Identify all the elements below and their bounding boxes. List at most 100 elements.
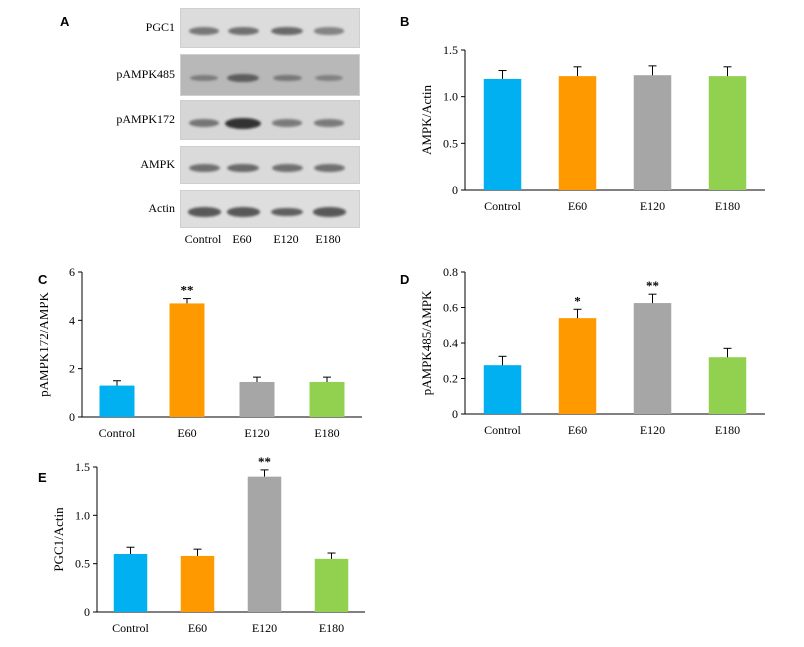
blot-band [270,207,304,217]
chart-b: 0 0.5 1.0 1.5 AMPK/Actin Control E60 E120 E180 [419,43,765,213]
blot-strip-actin [180,190,360,228]
bar [708,357,747,414]
y-tick-label: 0.8 [443,265,458,279]
y-tick-label: 4 [69,313,75,327]
y-axis-label: PGC1/Actin [51,507,66,572]
bar [239,381,275,417]
bar [558,318,597,414]
y-tick-label: 0 [69,410,75,424]
blot-band [189,74,219,82]
x-tick-label: E180 [715,199,740,213]
significance-label: ** [646,278,659,293]
x-tick-label: Control [99,426,136,440]
x-tick-label: E120 [252,621,277,635]
y-tick-label: 6 [69,265,75,279]
y-tick-label: 1.0 [443,90,458,104]
x-tick-label: E120 [640,423,665,437]
blot-band [225,117,261,129]
y-tick-label: 0.6 [443,301,458,315]
blot-band [226,207,260,217]
blot-band [315,74,343,82]
blot-label-pampk172: pAMPK172 [116,112,175,126]
blot-band [272,74,302,82]
y-tick-label: 0 [84,605,90,619]
y-tick-label: 1.5 [75,460,90,474]
x-tick-label: E60 [568,199,587,213]
x-tick-label: Control [484,423,521,437]
bar [113,554,148,612]
y-tick-label: 0 [452,183,458,197]
blot-band [313,164,345,172]
significance-label: ** [258,455,271,469]
y-tick-label: 0.4 [443,336,458,350]
bar [483,78,522,190]
bar [633,303,672,414]
x-tick-label: E180 [314,426,339,440]
blot-strip-pgc1 [180,8,360,48]
panel-b-letter: B [400,14,410,29]
blot-band [227,27,259,35]
blot-label-pampk485: pAMPK485 [116,67,175,81]
y-tick-label: 0.5 [443,136,458,150]
y-axis-label: pAMPK172/AMPK [40,292,51,397]
bar [309,381,345,417]
blot-label-pgc1: PGC1 [145,20,175,34]
x-tick-label: Control [112,621,149,635]
blot-band [314,119,344,127]
blot-band [272,119,302,127]
blot-strip-ampk [180,146,360,184]
x-tick-label: Control [484,199,521,213]
y-axis-label: pAMPK485/AMPK [419,290,434,395]
blot-band [188,119,220,127]
blot-band [314,27,344,35]
x-tick-label: E60 [177,426,196,440]
y-tick-label: 2 [69,362,75,376]
blot-band [312,207,346,217]
x-tick-label: E60 [568,423,587,437]
blot-label-ampk: AMPK [140,157,175,171]
blot-band [227,163,259,173]
x-tick-label: E60 [188,621,207,635]
panel-e-letter: E [38,470,47,485]
chart-e: 0 0.5 1.0 1.5 PGC1/Actin Control E60 ** E120 E180 [51,455,365,635]
x-tick-label: E120 [640,199,665,213]
blot-strip-pampk172 [180,100,360,140]
bar [558,76,597,190]
y-tick-label: 0.2 [443,372,458,386]
x-tick-label: E120 [244,426,269,440]
blot-lane-label: E60 [232,232,252,246]
blot-band [188,27,220,35]
x-tick-label: E180 [715,423,740,437]
panel-d-letter: D [400,272,410,287]
chart-d: 0 0.2 0.4 0.6 0.8 pAMPK485/AMPK Control * E60 ** E… [419,265,765,437]
blot-band [187,207,221,217]
y-tick-label: 0 [452,407,458,421]
bar [247,476,282,612]
blot-strip-pampk485 [180,54,360,96]
y-axis-label: AMPK/Actin [419,84,434,155]
blot-band [188,164,220,172]
bar [99,385,135,417]
y-tick-label: 0.5 [75,557,90,571]
y-tick-label: 1.5 [443,43,458,57]
bar [180,555,215,612]
blot-band [271,26,303,36]
x-tick-label: E180 [319,621,344,635]
panel-c-letter: C [38,272,48,287]
significance-label: * [574,293,581,308]
blot-lane-label: E120 [273,232,299,246]
chart-c: 0 2 4 6 pAMPK172/AMPK Control ** E60 E120 E180 [40,265,362,440]
blot-band [227,73,259,83]
bar [169,303,205,417]
bar [708,76,747,190]
blot-lane-label: Control [184,232,222,246]
significance-label: ** [181,283,194,298]
bar [483,365,522,414]
blot-lane-label: E180 [315,232,341,246]
y-tick-label: 1.0 [75,508,90,522]
panel-a-letter: A [60,14,70,29]
bar [314,558,349,612]
blot-label-actin: Actin [148,201,175,215]
bar [633,75,672,190]
blot-band [271,164,303,172]
